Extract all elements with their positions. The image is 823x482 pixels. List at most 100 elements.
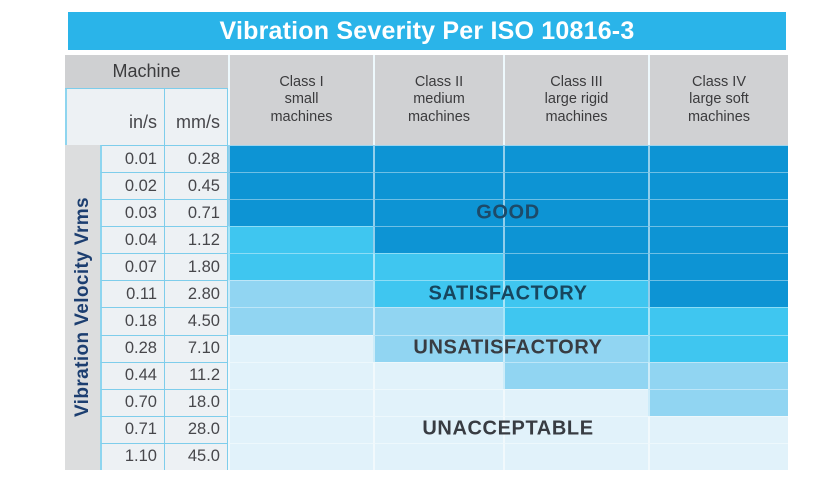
chart-title-bar: Vibration Severity Per ISO 10816-3: [68, 12, 786, 50]
in-s-value: 0.01: [100, 145, 165, 173]
table-row: 0.71 28.0: [100, 415, 788, 443]
zone-cell-class-3: [503, 226, 648, 254]
zone-cell-class-3: [503, 415, 648, 443]
table-row: 0.18 4.50: [100, 307, 788, 335]
in-s-value: 0.70: [100, 388, 165, 416]
zone-cell-class-2: [373, 280, 503, 308]
table-row: 0.28 7.10: [100, 334, 788, 362]
mm-s-value: 28.0: [165, 415, 228, 443]
zone-cell-class-3: [503, 307, 648, 335]
zone-cell-class-2: [373, 172, 503, 200]
zone-cell-class-2: [373, 442, 503, 470]
zone-cell-class-1: [228, 415, 373, 443]
zone-cell-class-1: [228, 253, 373, 281]
zone-cell-class-1: [228, 226, 373, 254]
zone-cell-class-3: [503, 334, 648, 362]
mm-s-value: 2.80: [165, 280, 228, 308]
zone-cell-class-3: [503, 172, 648, 200]
in-s-value: 0.03: [100, 199, 165, 227]
zone-cell-class-3: [503, 253, 648, 281]
table-row: 0.07 1.80: [100, 253, 788, 281]
table-header: Machine in/s mm/s Class I small machines…: [65, 55, 788, 145]
zone-cell-class-2: [373, 226, 503, 254]
table-row: 0.44 11.2: [100, 361, 788, 389]
zone-cell-class-2: [373, 145, 503, 173]
zone-cell-class-4: [648, 280, 788, 308]
in-s-value: 1.10: [100, 442, 165, 470]
in-s-value: 0.28: [100, 334, 165, 362]
zone-cell-class-4: [648, 334, 788, 362]
chart-title: Vibration Severity Per ISO 10816-3: [219, 16, 635, 45]
table-body: Vibration Velocity Vrms 0.01 0.28 0.02 0.45…: [65, 145, 788, 470]
table-row: 0.03 0.71: [100, 199, 788, 227]
zone-cell-class-4: [648, 199, 788, 227]
in-s-value: 0.71: [100, 415, 165, 443]
in-s-value: 0.11: [100, 280, 165, 308]
zone-cell-class-1: [228, 388, 373, 416]
zone-cell-class-4: [648, 226, 788, 254]
zone-cell-class-1: [228, 172, 373, 200]
units-row: in/s mm/s: [65, 89, 228, 145]
table-row: 1.10 45.0: [100, 442, 788, 470]
mm-s-value: 0.28: [165, 145, 228, 173]
machine-header-block: Machine in/s mm/s: [65, 55, 228, 145]
mm-s-value: 1.80: [165, 253, 228, 281]
zone-cell-class-3: [503, 388, 648, 416]
mm-s-value: 7.10: [165, 334, 228, 362]
table-row: 0.11 2.80: [100, 280, 788, 308]
zone-cell-class-2: [373, 361, 503, 389]
y-axis-label: Vibration Velocity Vrms: [71, 197, 93, 418]
zone-cell-class-4: [648, 388, 788, 416]
zone-cell-class-3: [503, 199, 648, 227]
zone-cell-class-1: [228, 199, 373, 227]
severity-table: Machine in/s mm/s Class I small machines…: [65, 55, 788, 470]
zone-cell-class-2: [373, 307, 503, 335]
unit-header-mm-s: mm/s: [165, 89, 228, 145]
mm-s-value: 1.12: [165, 226, 228, 254]
in-s-value: 0.44: [100, 361, 165, 389]
zone-cell-class-4: [648, 253, 788, 281]
table-row: 0.01 0.28: [100, 145, 788, 173]
column-header-class-2: Class II medium machines: [373, 55, 503, 145]
zone-cell-class-1: [228, 334, 373, 362]
mm-s-value: 45.0: [165, 442, 228, 470]
zone-cell-class-2: [373, 199, 503, 227]
mm-s-value: 18.0: [165, 388, 228, 416]
y-axis-label-strip: Vibration Velocity Vrms: [65, 145, 100, 470]
zone-cell-class-2: [373, 334, 503, 362]
table-row: 0.04 1.12: [100, 226, 788, 254]
zone-cell-class-1: [228, 361, 373, 389]
mm-s-value: 0.71: [165, 199, 228, 227]
table-row: 0.02 0.45: [100, 172, 788, 200]
machine-header: Machine: [65, 55, 228, 89]
zone-cell-class-2: [373, 415, 503, 443]
zone-cell-class-3: [503, 145, 648, 173]
in-s-value: 0.02: [100, 172, 165, 200]
zone-cell-class-3: [503, 361, 648, 389]
mm-s-value: 0.45: [165, 172, 228, 200]
zone-cell-class-4: [648, 442, 788, 470]
zone-cell-class-1: [228, 145, 373, 173]
zone-cell-class-4: [648, 145, 788, 173]
zone-cell-class-4: [648, 415, 788, 443]
column-header-class-1: Class I small machines: [228, 55, 373, 145]
zone-cell-class-2: [373, 388, 503, 416]
zone-cell-class-1: [228, 280, 373, 308]
zone-cell-class-1: [228, 307, 373, 335]
mm-s-value: 11.2: [165, 361, 228, 389]
zone-cell-class-2: [373, 253, 503, 281]
column-header-class-3: Class III large rigid machines: [503, 55, 648, 145]
zone-cell-class-1: [228, 442, 373, 470]
zone-cell-class-3: [503, 442, 648, 470]
unit-header-in-s: in/s: [65, 89, 165, 145]
table-row: 0.70 18.0: [100, 388, 788, 416]
mm-s-value: 4.50: [165, 307, 228, 335]
zone-cell-class-4: [648, 307, 788, 335]
in-s-value: 0.18: [100, 307, 165, 335]
column-header-class-4: Class IV large soft machines: [648, 55, 788, 145]
zone-cell-class-4: [648, 172, 788, 200]
severity-grid: 0.01 0.28 0.02 0.45 0.03 0.71 0.04 1.12 0.07 1.80…: [100, 145, 788, 470]
in-s-value: 0.07: [100, 253, 165, 281]
in-s-value: 0.04: [100, 226, 165, 254]
